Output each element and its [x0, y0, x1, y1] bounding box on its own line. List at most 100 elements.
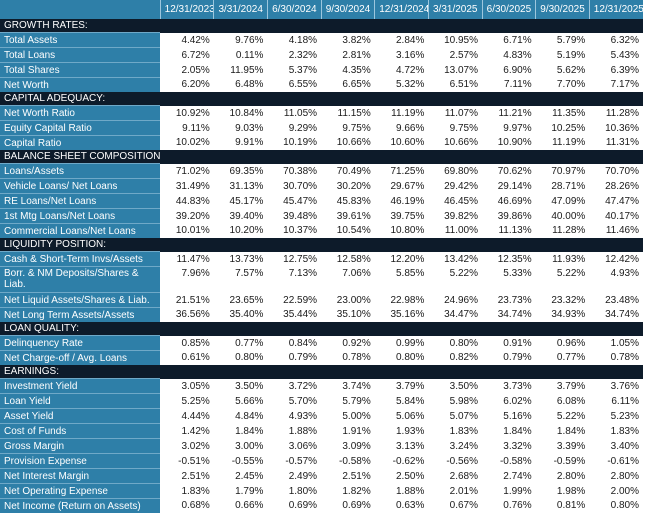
value-cell: 3.82%: [321, 33, 375, 48]
section-filler: [589, 19, 643, 33]
table-row: Net Liquid Assets/Shares & Liab.21.51%23…: [0, 293, 643, 308]
value-cell: 4.42%: [160, 33, 214, 48]
value-cell: 23.65%: [214, 293, 268, 308]
section-filler: [482, 322, 536, 336]
value-cell: 24.96%: [428, 293, 482, 308]
value-cell: 35.16%: [375, 308, 429, 323]
value-cell: 0.77%: [214, 336, 268, 351]
value-cell: 0.84%: [267, 336, 321, 351]
value-cell: 2.32%: [267, 48, 321, 63]
section-filler: [267, 365, 321, 379]
value-cell: 6.11%: [589, 394, 643, 409]
value-cell: 70.49%: [321, 164, 375, 179]
value-cell: 0.80%: [375, 351, 429, 366]
value-cell: 5.06%: [375, 409, 429, 424]
value-cell: 5.07%: [428, 409, 482, 424]
section-filler: [375, 322, 429, 336]
value-cell: 10.36%: [589, 121, 643, 136]
value-cell: 6.71%: [482, 33, 536, 48]
value-cell: 3.05%: [160, 379, 214, 394]
value-cell: 70.70%: [589, 164, 643, 179]
value-cell: 5.70%: [267, 394, 321, 409]
column-header: 9/30/2025: [536, 0, 590, 19]
section-header-row: GROWTH RATES:: [0, 19, 643, 33]
value-cell: 3.74%: [321, 379, 375, 394]
section-title: LOAN QUALITY:: [0, 322, 160, 336]
section-filler: [267, 322, 321, 336]
section-filler: [536, 322, 590, 336]
value-cell: 10.90%: [482, 136, 536, 151]
value-cell: 2.81%: [321, 48, 375, 63]
row-label: Vehicle Loans/ Net Loans: [0, 179, 160, 194]
section-filler: [589, 92, 643, 106]
value-cell: 5.66%: [214, 394, 268, 409]
value-cell: 6.32%: [589, 33, 643, 48]
value-cell: 1.79%: [214, 484, 268, 499]
section-filler: [482, 92, 536, 106]
value-cell: 9.03%: [214, 121, 268, 136]
value-cell: 45.17%: [214, 194, 268, 209]
value-cell: 0.77%: [536, 351, 590, 366]
value-cell: 3.00%: [214, 439, 268, 454]
value-cell: 2.74%: [482, 469, 536, 484]
row-label: Delinquency Rate: [0, 336, 160, 351]
value-cell: 5.00%: [321, 409, 375, 424]
value-cell: 1.98%: [536, 484, 590, 499]
value-cell: 6.90%: [482, 63, 536, 78]
row-label: Commercial Loans/Net Loans: [0, 224, 160, 239]
value-cell: 2.50%: [375, 469, 429, 484]
value-cell: 7.70%: [536, 78, 590, 93]
section-title: LIQUIDITY POSITION:: [0, 238, 160, 252]
value-cell: 12.20%: [375, 252, 429, 267]
value-cell: 46.69%: [482, 194, 536, 209]
value-cell: 5.37%: [267, 63, 321, 78]
value-cell: 6.55%: [267, 78, 321, 93]
section-filler: [321, 322, 375, 336]
value-cell: 11.07%: [428, 106, 482, 121]
value-cell: 69.80%: [428, 164, 482, 179]
section-filler: [214, 92, 268, 106]
section-filler: [375, 92, 429, 106]
value-cell: 3.13%: [375, 439, 429, 454]
value-cell: 31.13%: [214, 179, 268, 194]
value-cell: 12.75%: [267, 252, 321, 267]
value-cell: 11.31%: [589, 136, 643, 151]
value-cell: 5.84%: [375, 394, 429, 409]
section-header-row: BALANCE SHEET COMPOSITION:: [0, 150, 643, 164]
row-label: Loans/Assets: [0, 164, 160, 179]
value-cell: 5.43%: [589, 48, 643, 63]
value-cell: 35.40%: [214, 308, 268, 323]
row-label: Cash & Short-Term Invs/Assets: [0, 252, 160, 267]
value-cell: 40.17%: [589, 209, 643, 224]
value-cell: 1.88%: [267, 424, 321, 439]
section-filler: [160, 150, 214, 164]
value-cell: 9.29%: [267, 121, 321, 136]
section-filler: [375, 150, 429, 164]
value-cell: 7.11%: [482, 78, 536, 93]
row-label: Capital Ratio: [0, 136, 160, 151]
value-cell: 7.13%: [267, 267, 321, 293]
section-filler: [589, 322, 643, 336]
section-filler: [160, 92, 214, 106]
section-filler: [160, 19, 214, 33]
section-filler: [321, 238, 375, 252]
value-cell: 9.75%: [428, 121, 482, 136]
value-cell: 3.39%: [536, 439, 590, 454]
value-cell: 13.73%: [214, 252, 268, 267]
value-cell: 0.81%: [536, 499, 590, 513]
value-cell: 0.11%: [214, 48, 268, 63]
value-cell: 23.00%: [321, 293, 375, 308]
value-cell: 2.01%: [428, 484, 482, 499]
value-cell: 22.59%: [267, 293, 321, 308]
value-cell: 9.76%: [214, 33, 268, 48]
value-cell: 2.00%: [589, 484, 643, 499]
section-filler: [482, 365, 536, 379]
row-label: Cost of Funds: [0, 424, 160, 439]
value-cell: 2.57%: [428, 48, 482, 63]
row-label: Net Income (Return on Assets): [0, 499, 160, 513]
